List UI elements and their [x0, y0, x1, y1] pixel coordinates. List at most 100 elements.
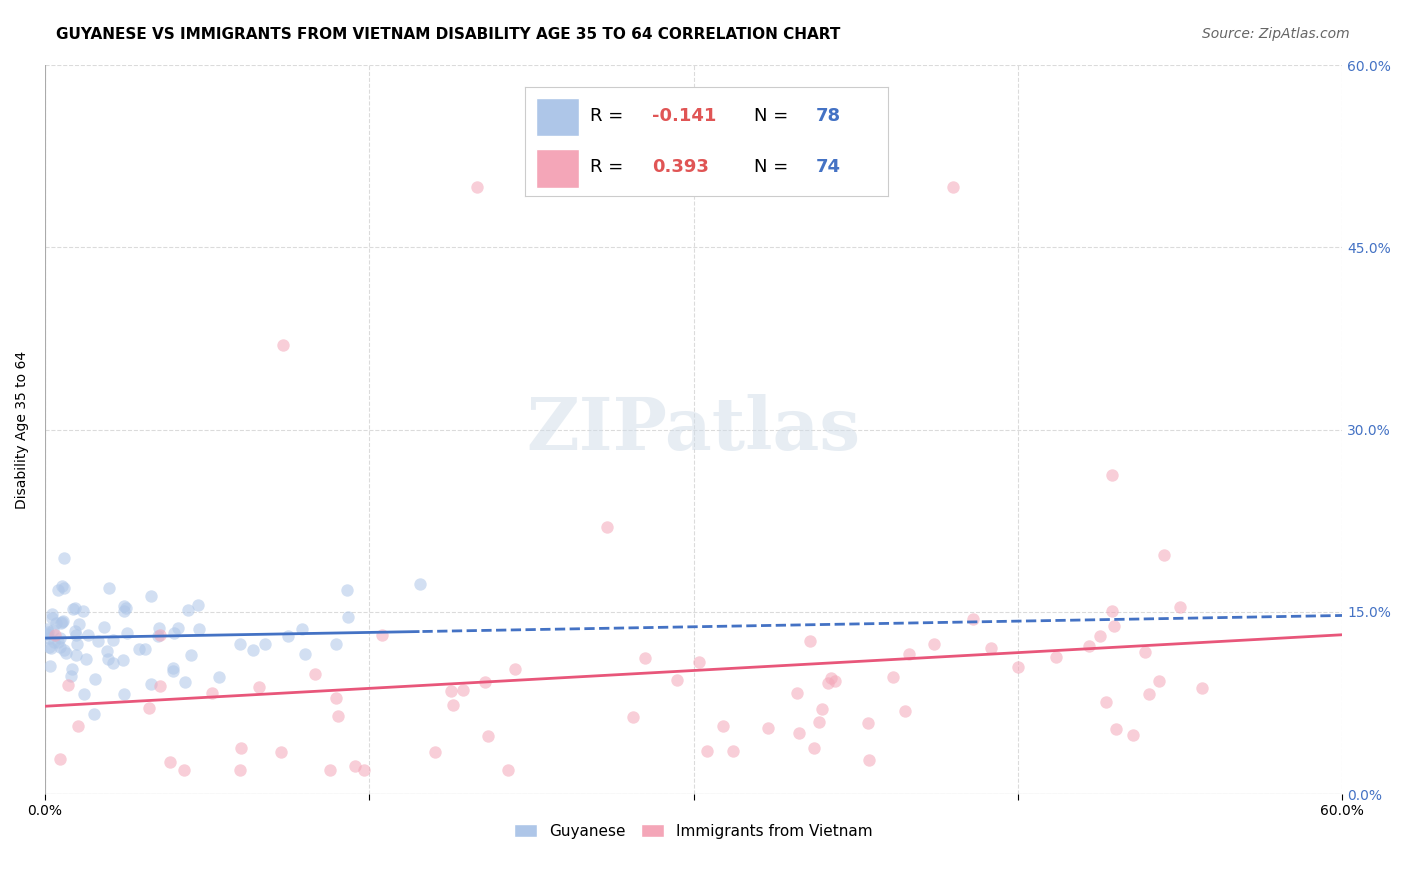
- Point: [304, 666, 326, 681]
- Point: [149, 680, 172, 694]
- Point: [63, 601, 86, 615]
- Point: [97, 652, 120, 666]
- Point: [808, 714, 831, 729]
- Point: [441, 698, 464, 712]
- Point: [423, 745, 446, 759]
- Point: [271, 337, 294, 351]
- Point: [55, 646, 77, 660]
- Point: [721, 744, 744, 758]
- Point: [922, 637, 945, 651]
- Point: [665, 673, 688, 688]
- Point: [66, 637, 89, 651]
- Point: [149, 628, 172, 642]
- Point: [343, 759, 366, 773]
- Point: [167, 621, 190, 635]
- Point: [1101, 468, 1123, 483]
- Point: [817, 676, 839, 690]
- Point: [1168, 600, 1191, 615]
- Point: [63, 624, 86, 638]
- Point: [820, 671, 842, 685]
- Point: [115, 626, 138, 640]
- Point: [37, 624, 59, 639]
- Point: [76, 628, 98, 642]
- Point: [114, 604, 136, 618]
- Point: [62, 602, 84, 616]
- Point: [38, 640, 60, 655]
- Point: [1090, 629, 1112, 643]
- Point: [138, 701, 160, 715]
- Point: [46, 634, 69, 648]
- Point: [67, 617, 90, 632]
- Point: [254, 637, 277, 651]
- Point: [48, 640, 70, 655]
- Point: [162, 661, 184, 675]
- Y-axis label: Disability Age 35 to 64: Disability Age 35 to 64: [15, 351, 30, 508]
- Point: [898, 647, 921, 661]
- Point: [1077, 639, 1099, 653]
- Point: [52, 551, 75, 566]
- Point: [65, 627, 87, 641]
- Point: [42, 635, 65, 649]
- Point: [163, 626, 186, 640]
- Point: [1133, 644, 1156, 658]
- Point: [294, 648, 316, 662]
- Point: [477, 729, 499, 743]
- Point: [1137, 687, 1160, 701]
- Point: [42, 624, 65, 638]
- Point: [409, 577, 432, 591]
- Point: [325, 637, 347, 651]
- Point: [41, 607, 63, 622]
- Point: [467, 179, 489, 194]
- Point: [353, 763, 375, 777]
- Point: [187, 598, 209, 612]
- Point: [756, 721, 779, 735]
- Point: [980, 640, 1002, 655]
- Point: [621, 710, 644, 724]
- Point: [37, 622, 59, 636]
- Point: [208, 670, 231, 684]
- Point: [942, 179, 965, 194]
- Point: [1122, 728, 1144, 742]
- Point: [1191, 681, 1213, 695]
- Point: [229, 763, 252, 777]
- Point: [277, 629, 299, 643]
- Point: [596, 520, 619, 534]
- Point: [503, 662, 526, 676]
- Point: [856, 716, 879, 731]
- Point: [115, 601, 138, 615]
- Point: [882, 670, 904, 684]
- Point: [72, 604, 94, 618]
- Point: [328, 708, 350, 723]
- Point: [39, 641, 62, 656]
- Point: [159, 755, 181, 769]
- Point: [1101, 604, 1123, 618]
- Point: [84, 672, 107, 686]
- Point: [229, 637, 252, 651]
- Point: [173, 763, 195, 777]
- Point: [962, 611, 984, 625]
- Point: [1102, 618, 1125, 632]
- Point: [51, 579, 73, 593]
- Point: [48, 632, 70, 646]
- Point: [229, 740, 252, 755]
- Point: [96, 644, 118, 658]
- Point: [291, 622, 314, 636]
- Point: [247, 680, 270, 694]
- Point: [75, 652, 97, 666]
- Point: [73, 687, 96, 701]
- Point: [1045, 649, 1067, 664]
- Point: [45, 616, 67, 631]
- Point: [824, 673, 846, 688]
- Point: [894, 704, 917, 718]
- Text: Source: ZipAtlas.com: Source: ZipAtlas.com: [1202, 27, 1350, 41]
- Point: [93, 620, 115, 634]
- Point: [188, 622, 211, 636]
- Point: [174, 674, 197, 689]
- Point: [52, 614, 75, 628]
- Point: [128, 642, 150, 657]
- Legend: Guyanese, Immigrants from Vietnam: Guyanese, Immigrants from Vietnam: [508, 817, 879, 845]
- Point: [1105, 723, 1128, 737]
- Point: [789, 726, 811, 740]
- Point: [688, 656, 710, 670]
- Point: [65, 648, 87, 662]
